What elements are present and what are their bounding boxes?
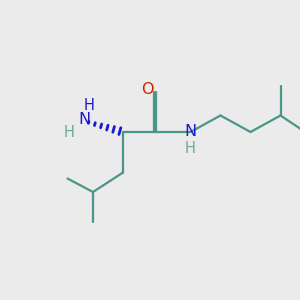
Text: O: O — [141, 82, 154, 98]
Text: H: H — [64, 125, 74, 140]
Text: N: N — [184, 124, 196, 140]
Text: H: H — [84, 98, 94, 113]
Text: N: N — [78, 112, 90, 127]
Text: H: H — [185, 141, 196, 156]
